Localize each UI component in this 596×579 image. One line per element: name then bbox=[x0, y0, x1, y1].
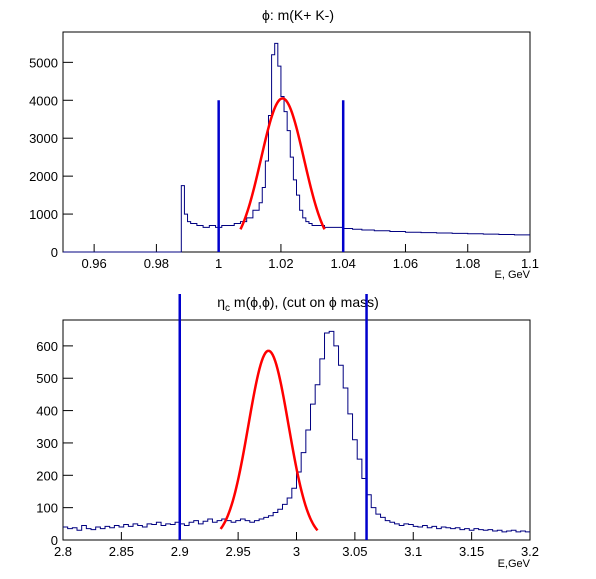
x-tick-label: 1 bbox=[215, 256, 222, 271]
y-tick-label: 0 bbox=[51, 245, 58, 260]
y-tick-labels: 0 100 200 300 400 500 600 bbox=[36, 339, 58, 548]
title-rest: m(ϕ,ϕ), (cut on ϕ mass) bbox=[230, 294, 379, 310]
y-tick-label: 5000 bbox=[29, 55, 58, 70]
x-tick-label: 1.1 bbox=[521, 256, 539, 271]
chart-title: ϕ: m(K+ K-) bbox=[262, 7, 334, 23]
x-tick-label: 2.9 bbox=[171, 544, 189, 559]
x-tick-label: 3.1 bbox=[404, 544, 422, 559]
panel-etac-mass: ηc m(ϕ,ϕ), (cut on ϕ mass) 2.8 2.85 2.9 2.9… bbox=[36, 294, 539, 570]
y-tick-label: 400 bbox=[36, 404, 58, 419]
x-tick-label: 1.08 bbox=[455, 256, 480, 271]
y-tick-labels: 0 1000 2000 3000 4000 5000 bbox=[29, 55, 58, 260]
x-tick-label: 3 bbox=[293, 544, 300, 559]
chart-title: ηc m(ϕ,ϕ), (cut on ϕ mass) bbox=[217, 294, 379, 314]
x-axis-label: E,GeV bbox=[498, 558, 531, 570]
plot-frame bbox=[62, 319, 531, 541]
x-tick-label: 2.95 bbox=[225, 544, 250, 559]
histogram-line bbox=[63, 42, 530, 253]
histogram-line bbox=[63, 330, 530, 533]
x-tick-label: 3.05 bbox=[342, 544, 367, 559]
y-tick-label: 300 bbox=[36, 436, 58, 451]
y-tick-label: 0 bbox=[51, 533, 58, 548]
x-tick-label: 1.04 bbox=[331, 256, 356, 271]
title-eta: η bbox=[217, 294, 225, 310]
y-tick-label: 500 bbox=[36, 371, 58, 386]
y-tick-label: 4000 bbox=[29, 93, 58, 108]
x-tick-label: 2.85 bbox=[109, 544, 134, 559]
gaussian-fit-curve bbox=[219, 349, 319, 532]
x-tick-labels: 0.96 0.98 1 1.02 1.04 1.06 1.08 1.1 bbox=[81, 256, 539, 271]
x-tick-label: 0.96 bbox=[81, 256, 106, 271]
x-tick-label: 1.06 bbox=[393, 256, 418, 271]
x-tick-label: 0.98 bbox=[144, 256, 169, 271]
x-tick-label: 3.2 bbox=[521, 544, 539, 559]
x-axis-label: E, GeV bbox=[495, 269, 531, 281]
panel-phi-mass: ϕ: m(K+ K-) 0.96 0.98 1 1.02 1.04 1.06 1.08 1.1… bbox=[29, 7, 539, 281]
y-tick-label: 600 bbox=[36, 339, 58, 354]
cut-lines bbox=[217, 100, 345, 252]
title-subscript: c bbox=[225, 303, 230, 314]
x-tick-labels: 2.8 2.85 2.9 2.95 3 3.05 3.1 3.15 3.2 bbox=[54, 544, 539, 559]
y-tick-label: 2000 bbox=[29, 169, 58, 184]
y-tick-label: 1000 bbox=[29, 207, 58, 222]
x-tick-label: 2.8 bbox=[54, 544, 72, 559]
axis-ticks bbox=[63, 61, 531, 253]
cut-lines bbox=[178, 294, 368, 540]
x-tick-label: 3.15 bbox=[459, 544, 484, 559]
plot-frame bbox=[62, 31, 531, 253]
y-tick-label: 200 bbox=[36, 468, 58, 483]
axis-ticks bbox=[62, 345, 531, 541]
gaussian-fit-curve bbox=[239, 97, 326, 230]
y-tick-label: 3000 bbox=[29, 131, 58, 146]
x-tick-label: 1.02 bbox=[268, 256, 293, 271]
y-tick-label: 100 bbox=[36, 501, 58, 516]
